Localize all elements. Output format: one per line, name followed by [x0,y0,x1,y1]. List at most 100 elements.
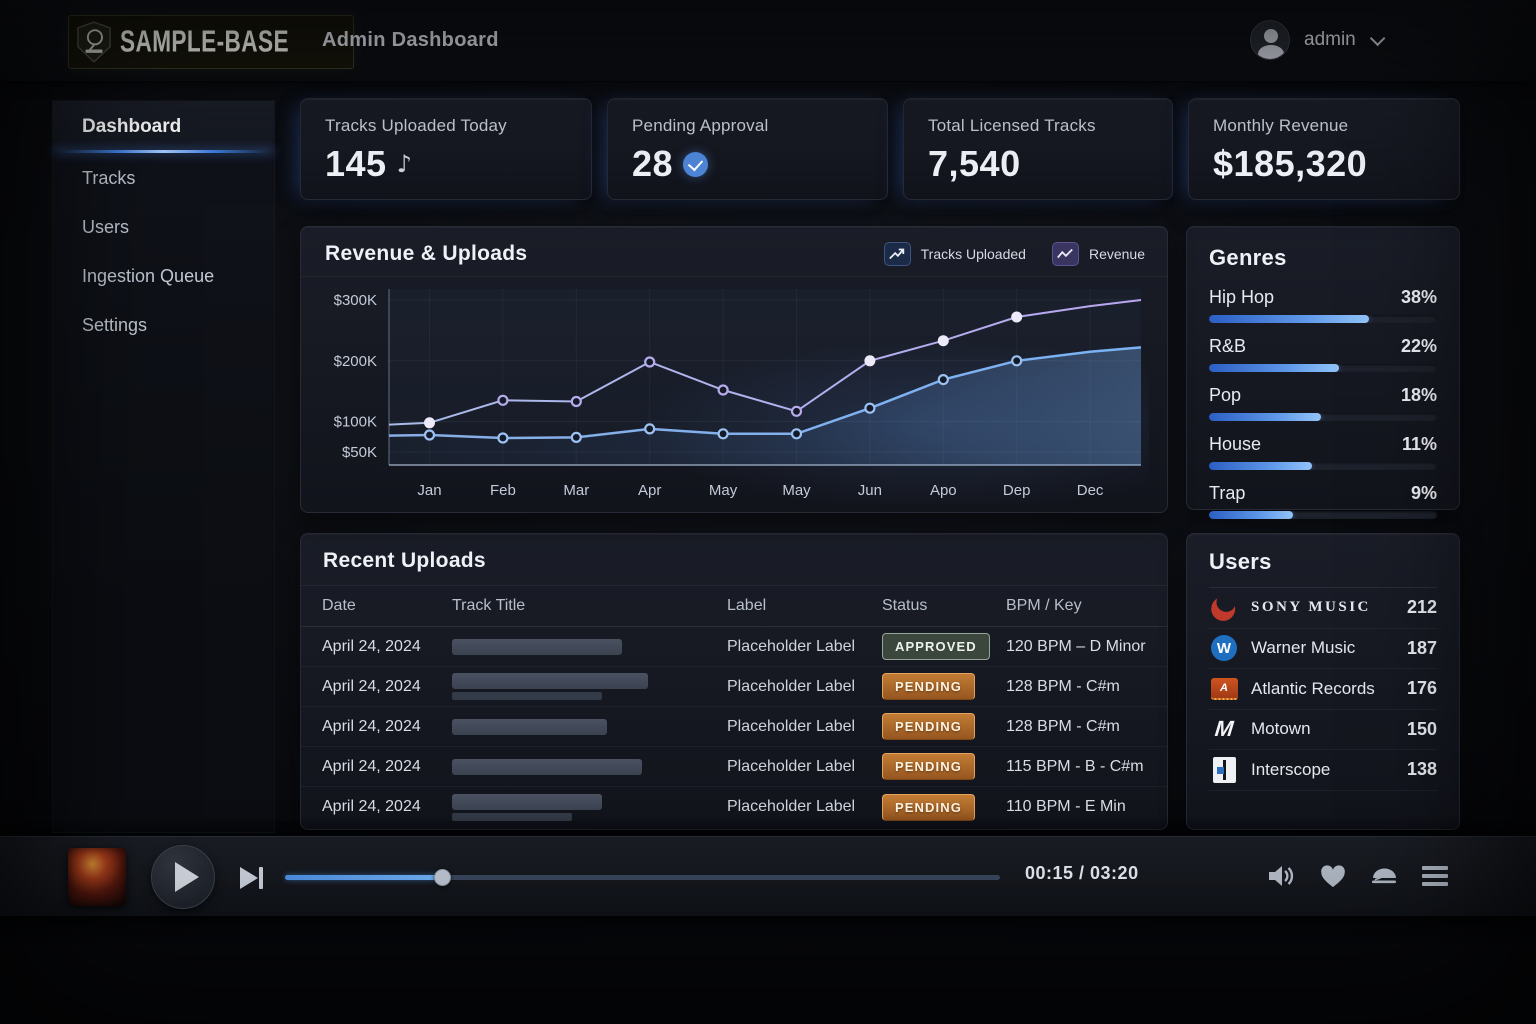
label-name: Atlantic Records [1251,678,1375,698]
svg-text:$50K: $50K [342,444,377,461]
genre-row: R&B 22% [1209,336,1437,372]
users-title: Users [1209,534,1437,588]
legend-label: Tracks Uploaded [920,246,1026,262]
genre-row: House 11% [1209,434,1437,470]
seek-progress [285,874,443,880]
list-item-motown[interactable]: M Motown 150 [1209,710,1437,750]
user-count: 138 [1406,759,1437,780]
favorite-button[interactable] [1318,861,1348,891]
svg-text:Jan: Jan [417,482,441,499]
column-header-date: Date [322,597,356,614]
genre-name: Pop [1209,385,1242,405]
play-button[interactable] [151,845,215,909]
list-item-interscope[interactable]: Interscope 138 [1209,750,1437,791]
stat-card-total-licensed-tracks: Total Licensed Tracks 7,540 [903,98,1173,200]
column-header-track-title: Track Title [452,597,526,614]
genre-percent: 11% [1401,434,1437,454]
genres-card: Genres Hip Hop 38% R&B 22% [1186,226,1460,519]
cell-label: Placeholder Label [727,677,856,695]
genre-row: Pop 18% [1209,385,1437,421]
table-row[interactable]: April 24, 2024 Placeholder Label PENDING… [301,667,1167,707]
warner-music-logo-icon: W [1209,635,1239,662]
sidebar: Dashboard Tracks Users Ingestion Queue S… [52,100,275,833]
table-row[interactable]: April 24, 2024 Placeholder Label PENDING… [301,787,1167,827]
track-title-placeholder [452,718,727,735]
status-badge: PENDING [882,673,975,700]
track-title-placeholder [452,673,727,700]
app-logo-text: SAMPLE-BASE [120,24,289,59]
sidebar-item-dashboard[interactable]: Dashboard [53,101,274,153]
track-title-placeholder [452,758,727,775]
svg-text:Dec: Dec [1077,482,1104,499]
list-item-sony-music[interactable]: SONY MUSIC 212 [1209,588,1437,629]
music-note-icon: ♪ [396,150,412,178]
gramophone-shield-icon [77,21,111,63]
seek-handle[interactable] [434,869,452,886]
cell-bpm-key: 128 BPM - C#m [1006,717,1120,735]
status-badge: APPROVED [882,633,990,660]
user-count: 176 [1406,678,1437,699]
stat-label: Pending Approval [632,116,769,135]
skip-next-icon [240,867,263,889]
sidebar-item-users[interactable]: Users [82,217,130,237]
svg-text:May: May [709,482,738,499]
user-menu[interactable]: admin [1250,20,1386,60]
genre-name: R&B [1209,336,1247,356]
cell-label: Placeholder Label [727,717,856,735]
genre-row: Hip Hop 38% [1209,287,1437,323]
svg-text:$300K: $300K [334,292,377,309]
cell-bpm-key: 120 BPM – D Minor [1006,637,1146,655]
table-row[interactable]: April 24, 2024 Placeholder Label APPROVE… [301,627,1167,667]
genres-title: Genres [1209,245,1287,270]
skip-next-button[interactable] [238,865,268,891]
genre-percent: 9% [1410,483,1437,503]
genre-bar [1209,413,1437,421]
cell-date: April 24, 2024 [322,717,421,735]
top-bar: SAMPLE-BASE Admin Dashboard admin [0,0,1536,82]
genre-bar [1209,364,1437,372]
table-row[interactable]: April 24, 2024 Placeholder Label PENDING… [301,747,1167,787]
cell-date: April 24, 2024 [322,677,421,695]
legend-revenue[interactable]: Revenue [1051,242,1145,266]
page-title: Admin Dashboard [322,29,499,51]
app-logo[interactable]: SAMPLE-BASE [68,15,354,69]
track-title-placeholder [452,638,727,655]
status-badge: PENDING [882,753,975,780]
label-name: Warner Music [1251,638,1356,658]
cell-date: April 24, 2024 [322,757,421,775]
table-row[interactable]: April 24, 2024 Placeholder Label PENDING… [301,707,1167,747]
cell-bpm-key: 115 BPM - B - C#m [1006,757,1144,775]
list-item-warner-music[interactable]: W Warner Music 187 [1209,629,1437,669]
label-name: Motown [1251,719,1311,739]
column-header-label: Label [727,597,767,614]
svg-text:$100K: $100K [334,414,377,431]
list-item-atlantic-records[interactable]: A Atlantic Records 176 [1209,669,1437,710]
svg-text:Apr: Apr [638,482,661,499]
player-bar: 00:15 / 03:20 [0,836,1536,916]
sidebar-item-tracks[interactable]: Tracks [82,168,136,188]
status-badge: PENDING [882,793,975,821]
stat-value: 145 [325,143,387,184]
motown-logo-icon: M [1213,716,1235,742]
dome-button[interactable] [1369,861,1399,891]
user-count: 150 [1406,718,1437,739]
sidebar-item-ingestion-queue[interactable]: Ingestion Queue [82,266,215,286]
label-name: SONY MUSIC [1251,599,1371,616]
menu-icon [1422,866,1448,870]
volume-button[interactable] [1267,861,1297,891]
svg-text:May: May [782,482,811,499]
seek-bar[interactable] [285,869,1000,886]
queue-menu-button[interactable] [1420,861,1450,891]
cell-label: Placeholder Label [727,798,856,815]
sidebar-item-settings[interactable]: Settings [82,315,148,335]
label-name: Interscope [1251,759,1331,779]
legend-tracks-uploaded[interactable]: Tracks Uploaded [883,242,1026,266]
seek-track[interactable] [285,874,1000,880]
check-circle-icon [683,151,709,177]
recent-uploads-title: Recent Uploads [323,549,486,572]
genre-name: House [1209,434,1262,454]
user-count: 212 [1406,597,1437,618]
right-column: Genres Hip Hop 38% R&B 22% [1186,226,1460,830]
main-content: Tracks Uploaded Today 145 ♪ Pending Appr… [300,98,1460,830]
